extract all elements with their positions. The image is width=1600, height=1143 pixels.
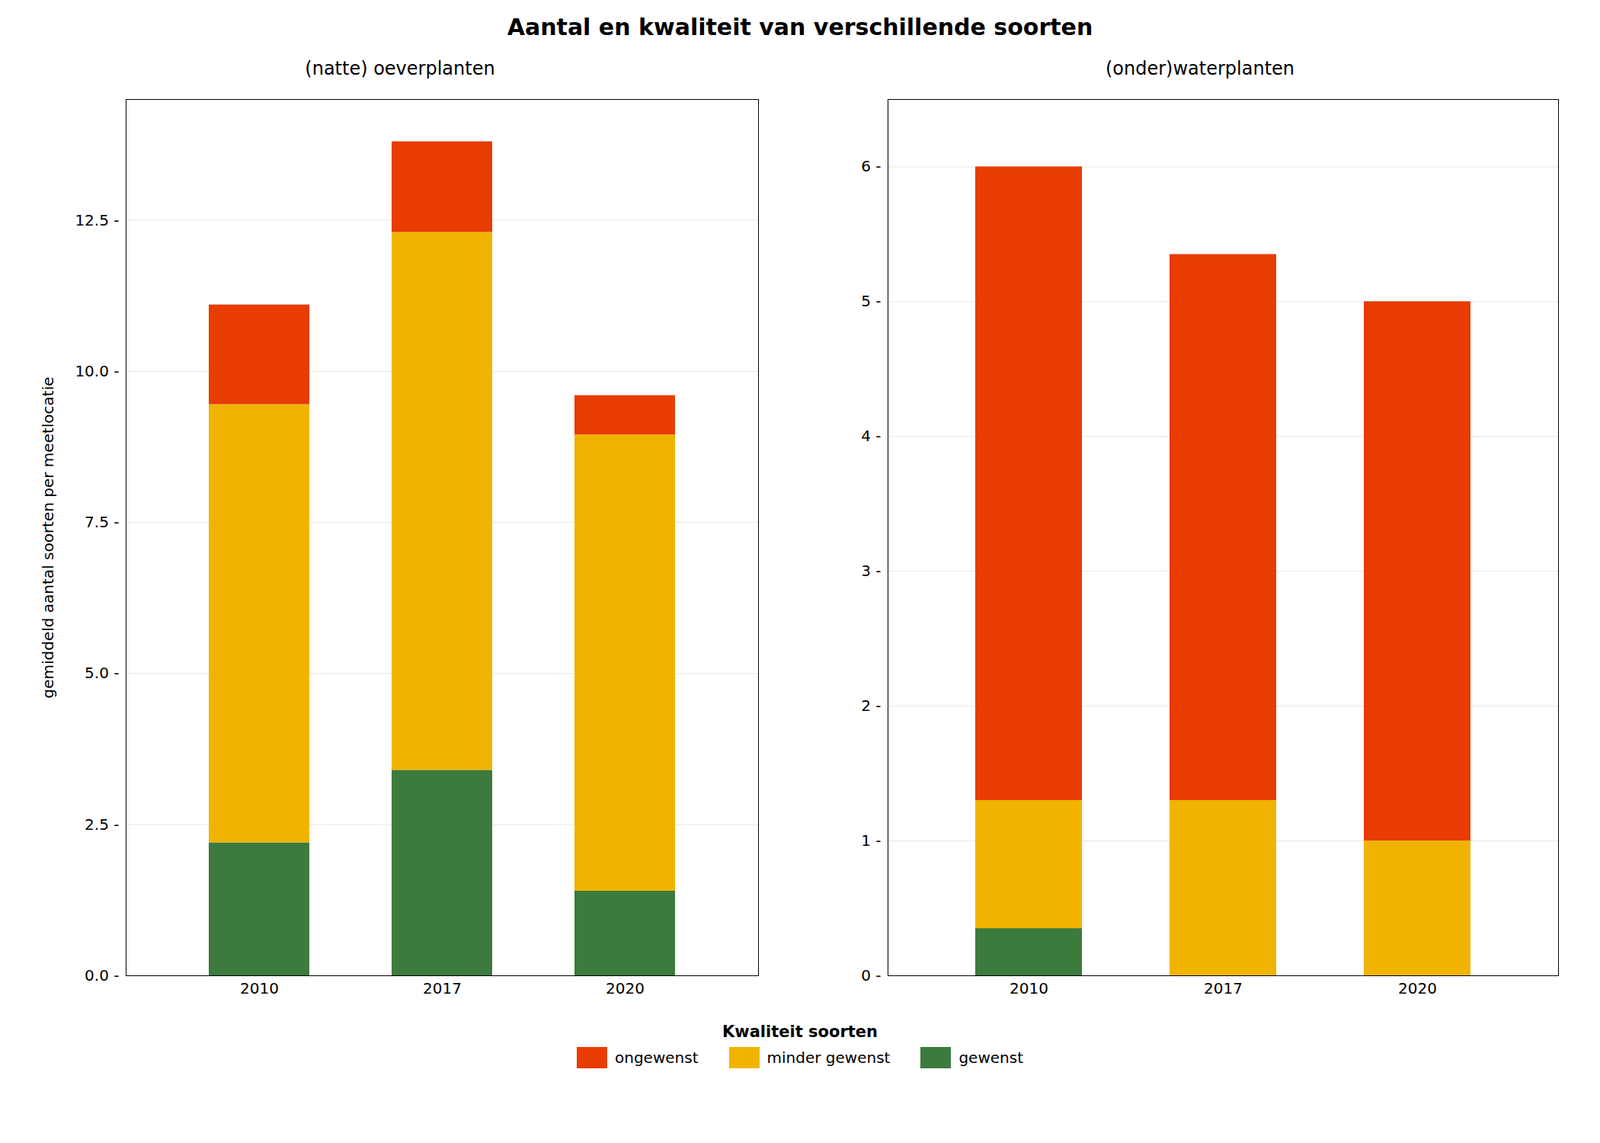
svg-text:2010: 2010 bbox=[1009, 979, 1049, 998]
svg-text:2020: 2020 bbox=[1398, 979, 1437, 998]
html-text:gewenst: gewenst bbox=[958, 1048, 1024, 1067]
svg-text:2017: 2017 bbox=[1203, 979, 1243, 998]
html-text:(onder)waterplanten: (onder)waterplanten bbox=[1105, 57, 1295, 80]
html-text:minder gewenst: minder gewenst bbox=[766, 1048, 891, 1067]
svg-text:7.5 -: 7.5 - bbox=[84, 512, 119, 532]
svg-text:2010: 2010 bbox=[240, 979, 279, 998]
svg-text:3 -: 3 - bbox=[860, 561, 881, 580]
svg-text:1 -: 1 - bbox=[860, 831, 881, 850]
svg-text:0.0 -: 0.0 - bbox=[84, 966, 119, 985]
svg-text:2020: 2020 bbox=[605, 979, 645, 998]
html-text:Kwaliteit soorten: Kwaliteit soorten bbox=[722, 1022, 878, 1041]
svg-text:2.5 -: 2.5 - bbox=[84, 815, 119, 834]
html-text:(natte) oeverplanten: (natte) oeverplanten bbox=[304, 57, 496, 80]
svg-text:2 -: 2 - bbox=[860, 696, 881, 715]
svg-text:5.0 -: 5.0 - bbox=[84, 663, 119, 682]
svg-text:6 -: 6 - bbox=[860, 156, 881, 176]
svg-text:2017: 2017 bbox=[422, 979, 462, 998]
svg-text:12.5 -: 12.5 - bbox=[74, 211, 119, 230]
svg-text:gemiddeld aantal soorten per m: gemiddeld aantal soorten per meetlocatie bbox=[38, 376, 58, 698]
svg-text:10.0 -: 10.0 - bbox=[74, 361, 119, 381]
svg-text:4 -: 4 - bbox=[860, 426, 881, 445]
html-text:ongewenst: ongewenst bbox=[614, 1048, 699, 1067]
html-text:Aantal en kwaliteit van versch: Aantal en kwaliteit van verschillende so… bbox=[507, 13, 1093, 41]
svg-text:5 -: 5 - bbox=[860, 291, 881, 311]
svg-text:0 -: 0 - bbox=[860, 966, 881, 985]
